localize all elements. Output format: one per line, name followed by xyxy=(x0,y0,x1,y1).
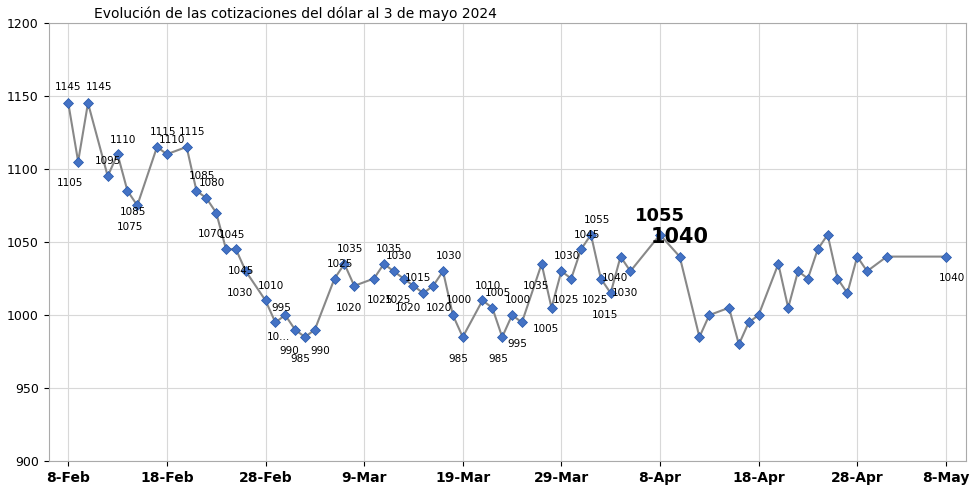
Text: 990: 990 xyxy=(311,346,330,356)
Text: 1010: 1010 xyxy=(475,281,501,291)
Text: 1145: 1145 xyxy=(55,82,81,92)
Text: 985: 985 xyxy=(449,354,468,364)
Text: 995: 995 xyxy=(271,303,291,313)
Text: 1030: 1030 xyxy=(554,251,580,262)
Text: 1110: 1110 xyxy=(160,134,185,145)
Text: 1115: 1115 xyxy=(179,127,206,137)
Text: 1025: 1025 xyxy=(367,295,393,305)
Text: 1025: 1025 xyxy=(385,295,412,305)
Text: 1075: 1075 xyxy=(118,222,143,232)
Text: 1000: 1000 xyxy=(505,295,531,306)
Text: 10...: 10... xyxy=(267,332,290,342)
Text: 1045: 1045 xyxy=(573,230,600,240)
Text: 1030: 1030 xyxy=(386,251,413,262)
Text: 1030: 1030 xyxy=(227,288,254,298)
Text: 1105: 1105 xyxy=(57,178,83,188)
Text: 1015: 1015 xyxy=(405,274,431,283)
Text: 1035: 1035 xyxy=(337,244,364,254)
Text: 1000: 1000 xyxy=(445,295,471,306)
Text: 1010: 1010 xyxy=(258,281,284,291)
Text: 1020: 1020 xyxy=(425,303,452,312)
Text: 985: 985 xyxy=(488,354,508,364)
Text: 1005: 1005 xyxy=(533,324,559,335)
Text: 1040: 1040 xyxy=(939,273,964,283)
Text: 1020: 1020 xyxy=(395,303,421,312)
Text: Evolución de las cotizaciones del dólar al 3 de mayo 2024: Evolución de las cotizaciones del dólar … xyxy=(94,7,497,22)
Text: 995: 995 xyxy=(508,339,527,349)
Text: 1015: 1015 xyxy=(592,310,618,320)
Text: 1045: 1045 xyxy=(228,266,255,276)
Text: 1110: 1110 xyxy=(110,134,136,145)
Text: 1035: 1035 xyxy=(523,280,549,291)
Text: 1085: 1085 xyxy=(120,208,146,217)
Text: 1070: 1070 xyxy=(198,229,223,240)
Text: 1055: 1055 xyxy=(635,207,685,225)
Text: 1145: 1145 xyxy=(86,82,113,92)
Text: 1040: 1040 xyxy=(602,273,628,283)
Text: 1005: 1005 xyxy=(485,288,511,298)
Text: 1020: 1020 xyxy=(335,303,362,312)
Text: 1030: 1030 xyxy=(435,251,462,262)
Text: 1055: 1055 xyxy=(583,215,610,225)
Text: 1030: 1030 xyxy=(612,288,638,298)
Text: 1085: 1085 xyxy=(189,171,216,181)
Text: 1035: 1035 xyxy=(376,244,403,254)
Text: 990: 990 xyxy=(279,346,300,356)
Text: 1025: 1025 xyxy=(327,259,353,269)
Text: 1095: 1095 xyxy=(94,156,121,166)
Text: 1080: 1080 xyxy=(199,179,225,188)
Text: 1040: 1040 xyxy=(651,227,709,247)
Text: 1025: 1025 xyxy=(553,295,579,305)
Text: 1115: 1115 xyxy=(149,127,175,137)
Text: 1025: 1025 xyxy=(582,295,609,305)
Text: 1045: 1045 xyxy=(219,230,245,240)
Text: 985: 985 xyxy=(291,354,311,364)
